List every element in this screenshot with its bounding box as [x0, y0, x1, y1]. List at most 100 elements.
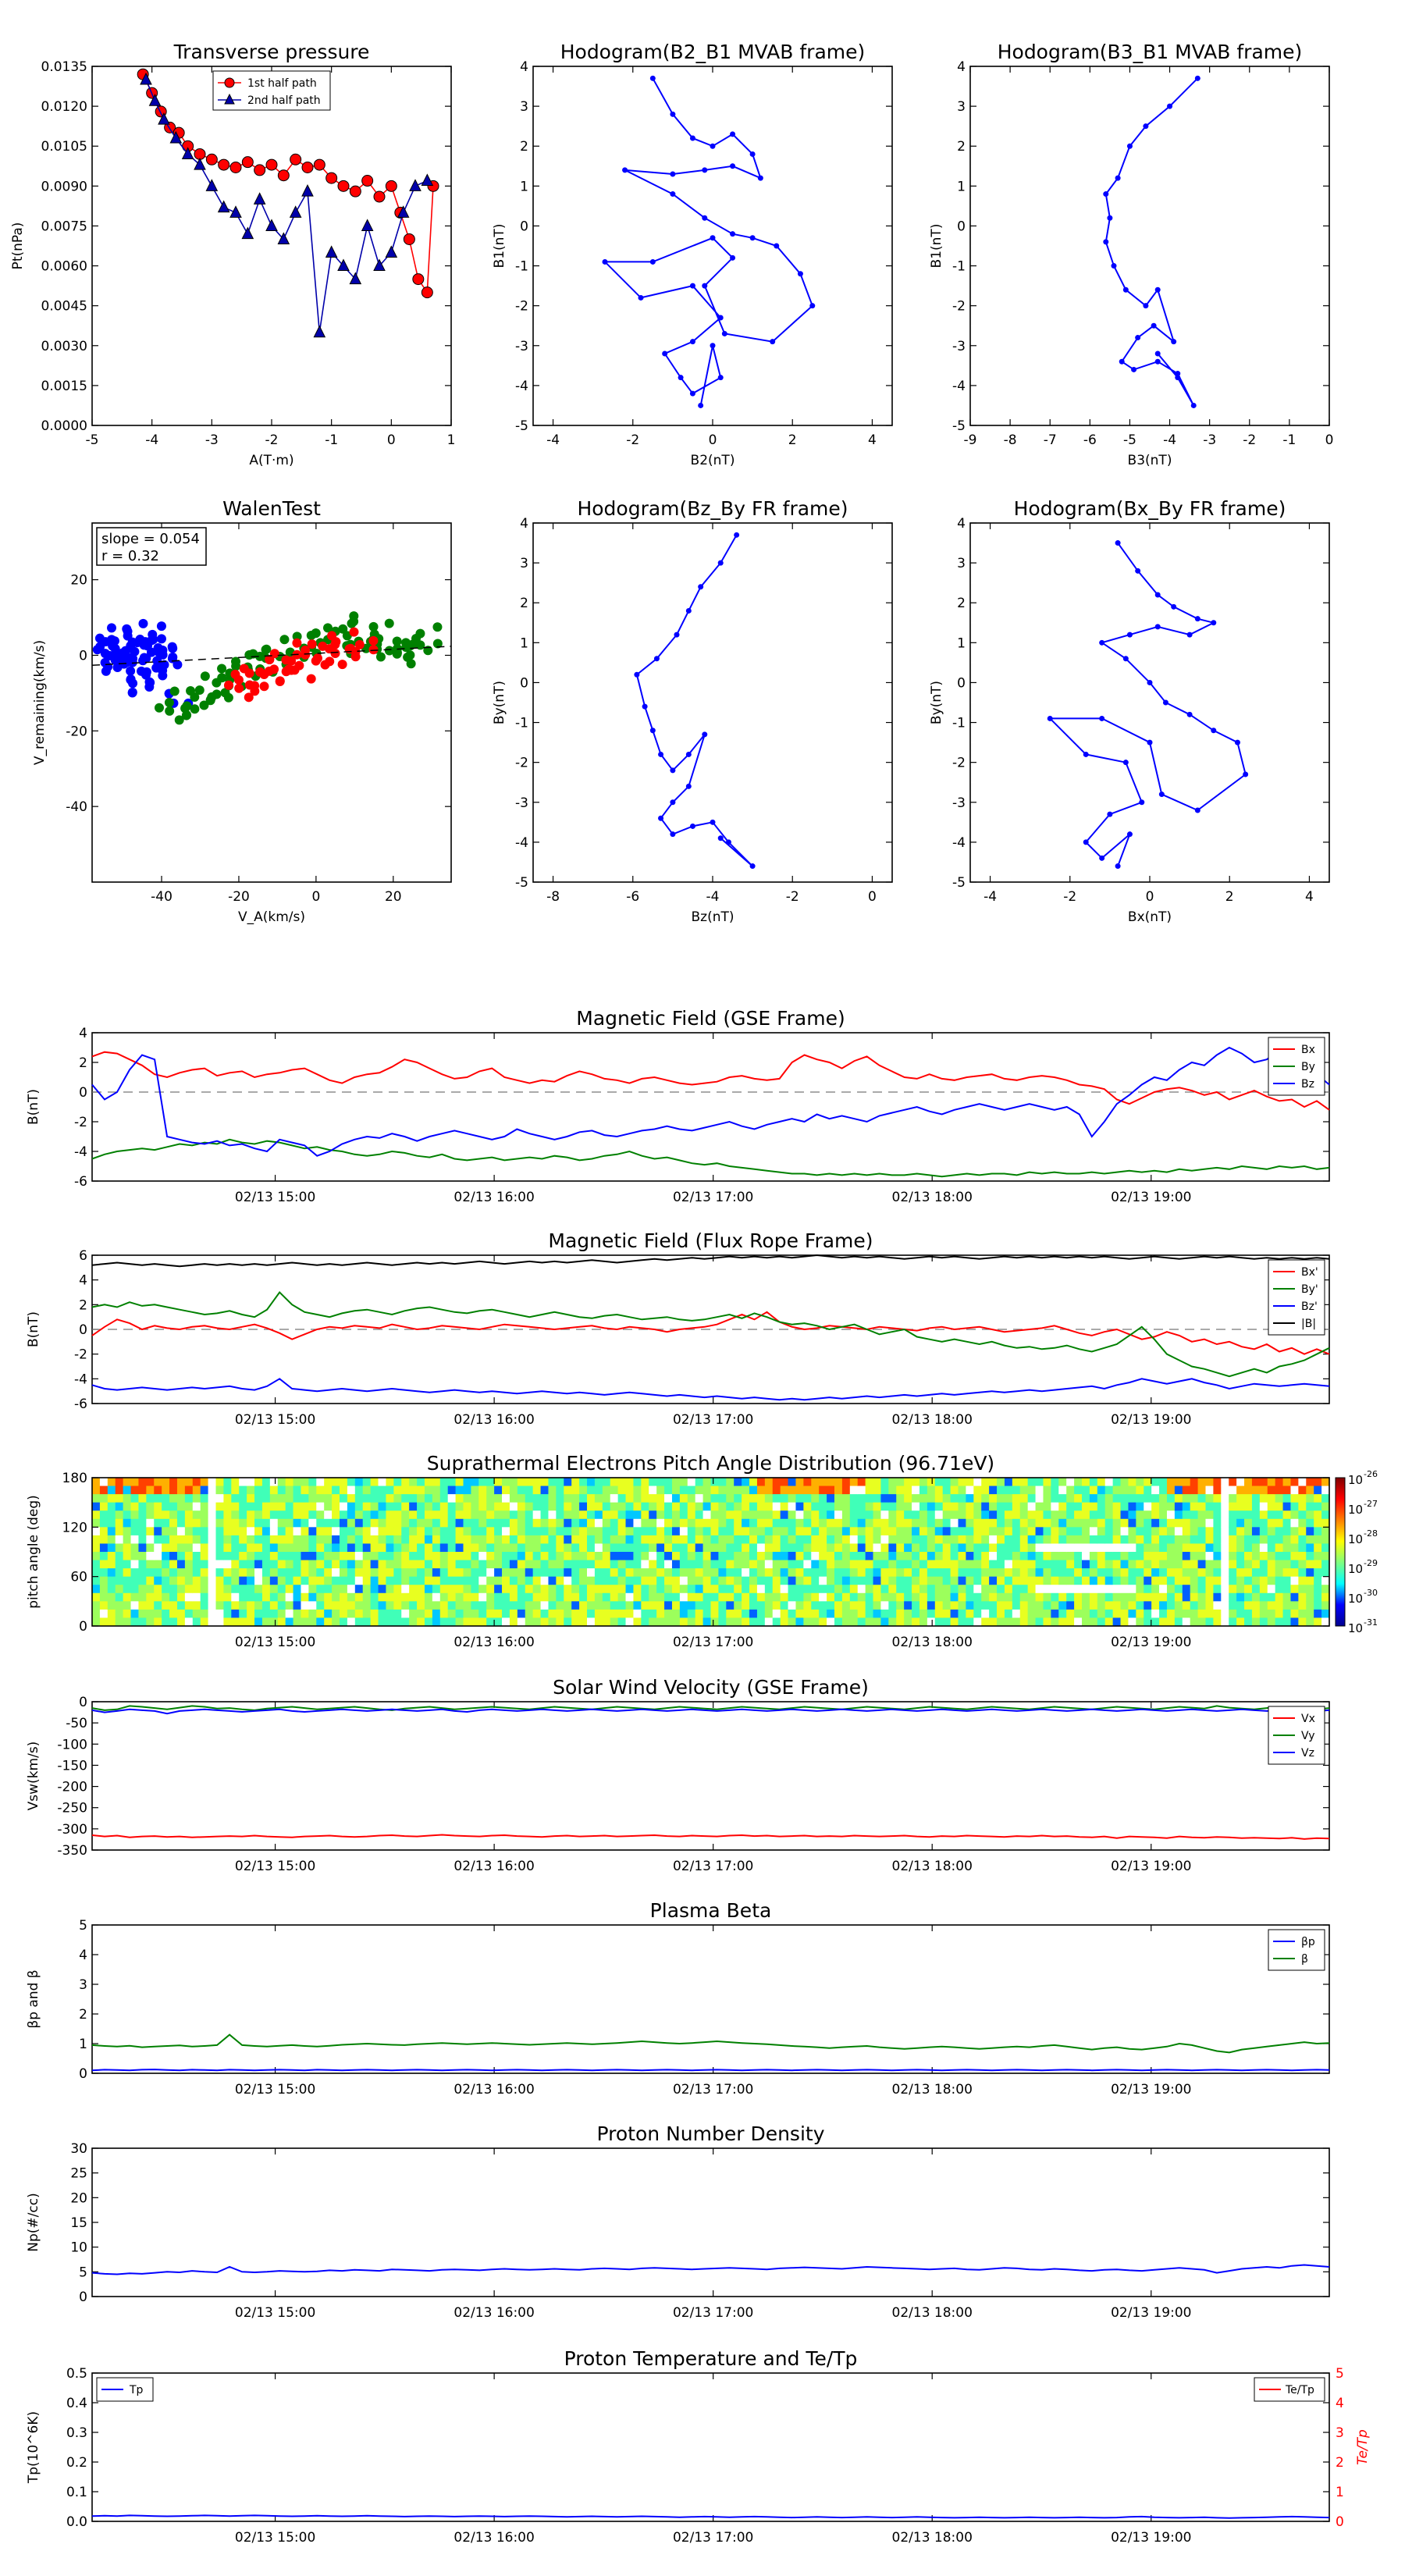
walen-point: [101, 666, 111, 676]
time-tick-label: 02/13 18:00: [892, 1859, 973, 1874]
solar-wind-velocity: Solar Wind Velocity (GSE Frame)-350-300-…: [26, 1676, 1330, 1874]
heatmap-cell: [1035, 1601, 1044, 1610]
heatmap-cell: [1035, 1478, 1044, 1487]
heatmap-cell: [756, 1527, 766, 1536]
x-tick-label: 0: [709, 432, 717, 448]
hodogram-point: [730, 254, 736, 261]
heatmap-cell: [772, 1617, 781, 1627]
pressure-point-circle: [412, 273, 425, 286]
x-tick-label: -3: [205, 432, 219, 448]
heatmap-cell: [340, 1560, 348, 1569]
heatmap-cell: [447, 1560, 457, 1569]
heatmap-cell: [1205, 1543, 1214, 1553]
heatmap-cell: [934, 1543, 944, 1553]
heatmap-cell: [1051, 1552, 1059, 1561]
heatmap-cell: [324, 1552, 333, 1561]
hodogram-point: [1154, 358, 1161, 365]
heatmap-cell: [1221, 1527, 1229, 1536]
heatmap-cell: [749, 1560, 758, 1569]
walen-point: [368, 645, 379, 655]
heatmap-cell: [471, 1560, 479, 1569]
heatmap-cell: [617, 1494, 627, 1503]
heatmap-cell: [1012, 1518, 1021, 1528]
hodogram-point: [1186, 711, 1193, 717]
heatmap-cell: [912, 1510, 920, 1520]
hodogram-point: [774, 243, 780, 249]
heatmap-cell: [564, 1601, 572, 1610]
heatmap-cell: [192, 1502, 201, 1511]
heatmap-cell: [316, 1478, 325, 1487]
heatmap-cell: [1120, 1535, 1129, 1544]
heatmap-cell: [927, 1568, 936, 1578]
heatmap-cell: [192, 1601, 201, 1610]
heatmap-cell: [834, 1535, 843, 1544]
heatmap-cell: [702, 1609, 711, 1618]
heatmap-cell: [162, 1478, 170, 1487]
heatmap-cell: [564, 1527, 572, 1536]
heatmap-cell: [788, 1560, 796, 1569]
heatmap-cell: [811, 1535, 820, 1544]
heatmap-cell: [772, 1568, 781, 1578]
heatmap-cell: [517, 1617, 526, 1627]
heatmap-cell: [1159, 1617, 1168, 1627]
heatmap-cell: [664, 1576, 673, 1585]
heatmap-cell: [409, 1494, 418, 1503]
heatmap-cell: [417, 1543, 425, 1553]
heatmap-cell: [247, 1576, 255, 1585]
heatmap-cell: [1082, 1585, 1090, 1594]
heatmap-cell: [819, 1560, 827, 1569]
heatmap-cell: [827, 1485, 835, 1495]
heatmap-cell: [208, 1560, 216, 1569]
heatmap-cell: [169, 1617, 178, 1627]
heatmap-cell: [254, 1527, 263, 1536]
heatmap-cell: [927, 1485, 936, 1495]
y-tick-label: 3: [957, 99, 966, 115]
pitch-angle: Suprathermal Electrons Pitch Angle Distr…: [26, 1452, 1378, 1650]
heatmap-cell: [695, 1585, 704, 1594]
heatmap-cell: [99, 1609, 108, 1618]
heatmap-cell: [788, 1527, 796, 1536]
walen-point: [158, 671, 168, 681]
heatmap-cell: [208, 1601, 216, 1610]
heatmap-cell: [192, 1535, 201, 1544]
heatmap-cell: [641, 1510, 649, 1520]
heatmap-cell: [1136, 1518, 1144, 1528]
heatmap-cell: [1035, 1609, 1044, 1618]
hodogram-path: [603, 77, 813, 406]
heatmap-cell: [687, 1585, 696, 1594]
heatmap-cell: [277, 1568, 286, 1578]
heatmap-cell: [1058, 1568, 1067, 1578]
heatmap-cell: [1089, 1543, 1098, 1553]
heatmap-cell: [223, 1592, 232, 1602]
heatmap-cell: [223, 1527, 232, 1536]
heatmap-cell: [1275, 1510, 1284, 1520]
heatmap-cell: [478, 1535, 487, 1544]
heatmap-cell: [1066, 1592, 1075, 1602]
heatmap-cell: [1112, 1494, 1122, 1503]
axes-frame: [969, 522, 1330, 883]
heatmap-cell: [130, 1502, 139, 1511]
heatmap-cell: [710, 1527, 719, 1536]
heatmap-cell: [610, 1560, 619, 1569]
heatmap-cell: [780, 1494, 789, 1503]
hodogram-point: [670, 799, 676, 806]
heatmap-cell: [239, 1535, 247, 1544]
heatmap-cell: [950, 1494, 959, 1503]
heatmap-cell: [1004, 1576, 1013, 1585]
heatmap-cell: [904, 1617, 912, 1627]
heatmap-cell: [958, 1560, 966, 1569]
axes-frame: [91, 2147, 1330, 2297]
heatmap-cell: [123, 1535, 132, 1544]
colorbar-tick-label: 10: [1348, 1562, 1363, 1576]
heatmap-cell: [525, 1576, 534, 1585]
heatmap-cell: [841, 1609, 851, 1618]
heatmap-cell: [486, 1609, 495, 1618]
heatmap-cell: [432, 1617, 441, 1627]
heatmap-cell: [1074, 1617, 1083, 1627]
y2-axis-label: Te/Tp: [1355, 2429, 1371, 2465]
heatmap-cell: [332, 1576, 340, 1585]
heatmap-cell: [695, 1502, 704, 1511]
heatmap-cell: [162, 1485, 170, 1495]
heatmap-cell: [130, 1560, 139, 1569]
heatmap-cell: [958, 1552, 966, 1561]
